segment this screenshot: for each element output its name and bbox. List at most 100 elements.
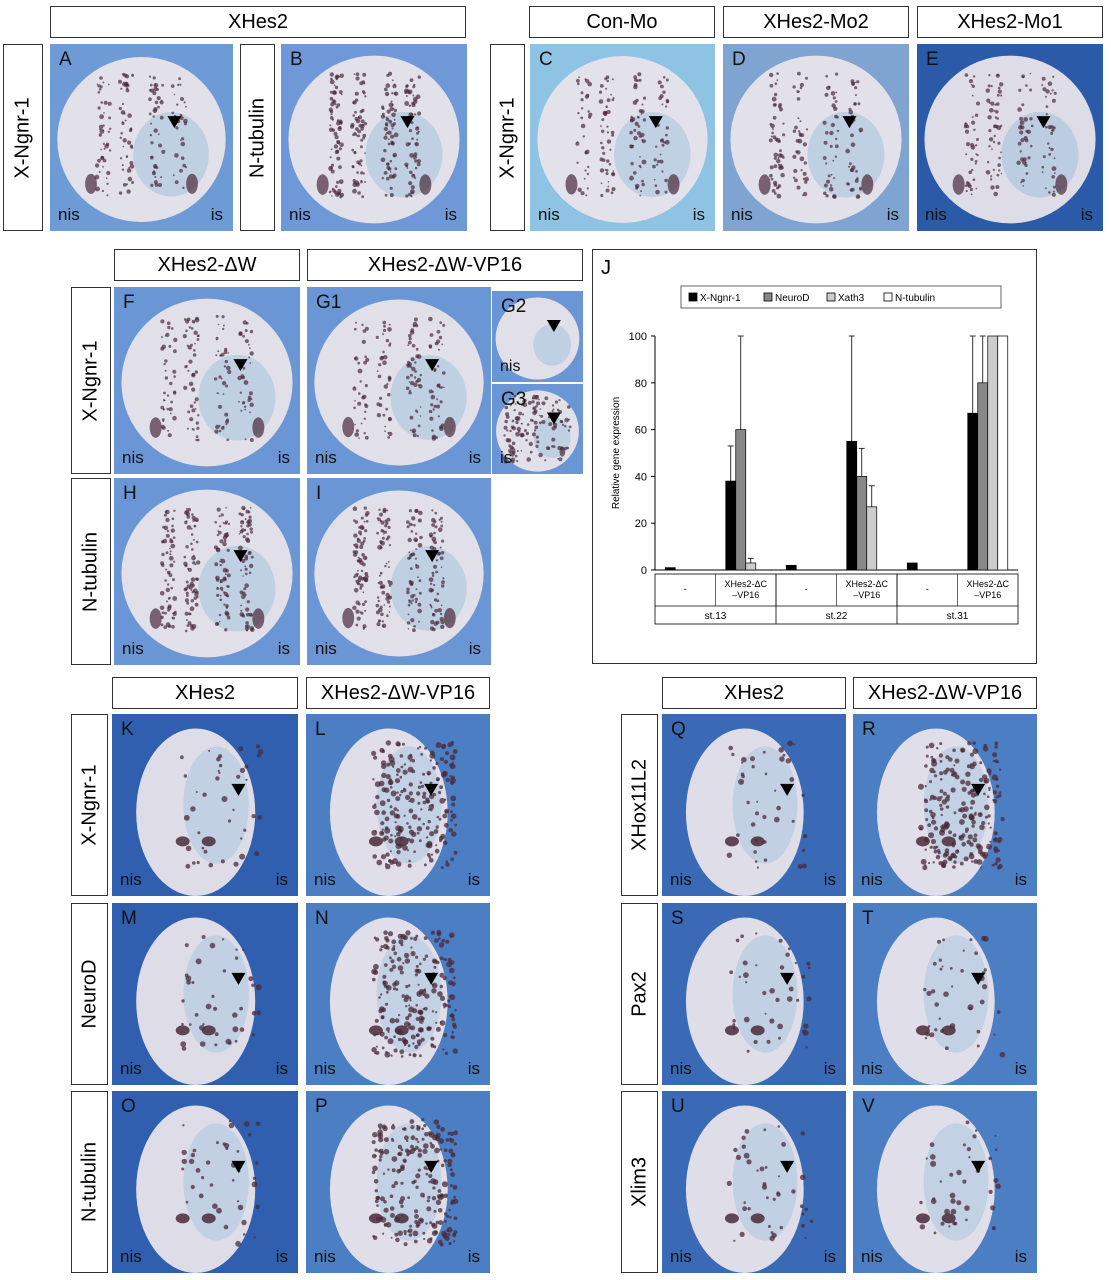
stain-dot xyxy=(770,135,773,138)
stain-dot xyxy=(251,1181,258,1188)
stain-dot xyxy=(989,826,992,829)
stain-dot xyxy=(355,579,358,582)
stain-dot xyxy=(965,1218,968,1222)
stain-dot xyxy=(189,1023,192,1026)
panel-label: E xyxy=(926,49,939,70)
stain-dot xyxy=(991,148,993,150)
stain-dot xyxy=(185,364,188,368)
stain-dot xyxy=(545,446,550,450)
stain-dot xyxy=(196,334,200,338)
stain-dot xyxy=(240,520,245,525)
stain-dot xyxy=(661,170,664,173)
legend-label: X-Ngnr-1 xyxy=(700,293,741,304)
stain-dot xyxy=(741,1135,746,1140)
stain-dot xyxy=(515,416,521,421)
stain-dot xyxy=(726,1180,732,1186)
stain-dot xyxy=(518,411,522,416)
stain-dot xyxy=(533,409,538,414)
stain-dot xyxy=(185,105,187,108)
stain-dot xyxy=(224,412,229,417)
stain-dot xyxy=(374,1148,378,1152)
stain-dot xyxy=(152,108,158,114)
stain-dot xyxy=(186,317,191,322)
stain-dot xyxy=(250,613,253,617)
stain-dot xyxy=(992,752,998,758)
stain-dot xyxy=(522,402,528,407)
side-label-nis: nis xyxy=(120,1247,142,1266)
stain-dot xyxy=(426,770,432,776)
stain-dot xyxy=(256,1010,261,1015)
stain-dot xyxy=(606,109,611,115)
y-tick-label: 100 xyxy=(629,331,647,343)
stain-dot xyxy=(611,187,616,192)
stain-dot xyxy=(359,583,364,588)
stain-dot xyxy=(787,947,791,951)
stain-dot xyxy=(402,742,405,746)
stain-dot xyxy=(924,848,927,851)
stain-dot xyxy=(358,116,360,119)
stain-dot xyxy=(932,961,937,966)
stain-dot xyxy=(944,851,950,857)
stain-dot xyxy=(993,109,996,112)
stain-dot xyxy=(350,122,355,128)
stain-dot xyxy=(352,605,357,610)
stain-dot xyxy=(410,530,414,533)
stain-dot xyxy=(164,369,167,372)
stain-dot xyxy=(378,1137,384,1143)
stain-dot xyxy=(639,156,641,158)
stain-dot xyxy=(334,85,339,90)
stain-dot xyxy=(236,774,241,779)
stain-dot xyxy=(576,141,579,143)
stain-dot xyxy=(425,1172,429,1176)
stain-dot xyxy=(854,81,857,84)
stain-dot xyxy=(795,150,799,154)
stain-dot xyxy=(165,517,170,523)
stain-dot xyxy=(223,532,229,538)
stain-spot xyxy=(724,836,739,847)
stain-dot xyxy=(439,1148,442,1151)
stain-dot xyxy=(410,618,415,623)
stain-dot xyxy=(353,533,358,538)
panel-G3: G3 is xyxy=(492,384,583,474)
stain-dot xyxy=(407,1196,410,1199)
stain-dot xyxy=(403,1242,408,1247)
stain-dot xyxy=(801,1223,806,1228)
stain-dot xyxy=(442,323,446,327)
stain-dot xyxy=(997,141,1001,145)
stain-dot xyxy=(435,1026,441,1032)
stain-dot xyxy=(358,437,360,439)
embryo xyxy=(685,728,804,896)
stain-dot xyxy=(983,792,986,796)
stain-dot xyxy=(417,424,421,428)
stain-dot xyxy=(328,166,333,171)
stain-dot xyxy=(603,110,608,115)
stain-dot xyxy=(780,166,784,170)
arrowhead-icon xyxy=(971,783,986,796)
panel-image xyxy=(121,298,293,467)
stain-spot xyxy=(952,174,965,195)
stain-dot xyxy=(971,120,976,125)
stain-dot xyxy=(431,390,434,393)
stain-dot xyxy=(169,412,172,415)
stain-dot xyxy=(769,165,774,170)
stain-dot xyxy=(355,623,359,627)
stain-dot xyxy=(834,137,838,141)
category-label: - xyxy=(926,584,929,594)
stain-dot xyxy=(769,173,773,178)
stain-dot xyxy=(386,798,391,803)
stain-dot xyxy=(387,327,392,332)
stain-dot xyxy=(1029,72,1032,75)
stain-dot xyxy=(239,590,244,595)
stain-dot xyxy=(956,1169,962,1176)
stain-dot xyxy=(188,359,193,364)
stain-dot xyxy=(160,623,164,627)
stain-dot xyxy=(948,1225,951,1228)
stain-dot xyxy=(529,418,533,422)
panel-image xyxy=(136,1105,261,1273)
stain-dot xyxy=(776,72,779,75)
stain-dot xyxy=(245,778,248,781)
stain-spot xyxy=(201,1025,216,1036)
panel-image xyxy=(537,56,708,223)
y-tick-label: 40 xyxy=(635,471,647,483)
stain-dot xyxy=(417,1148,422,1153)
